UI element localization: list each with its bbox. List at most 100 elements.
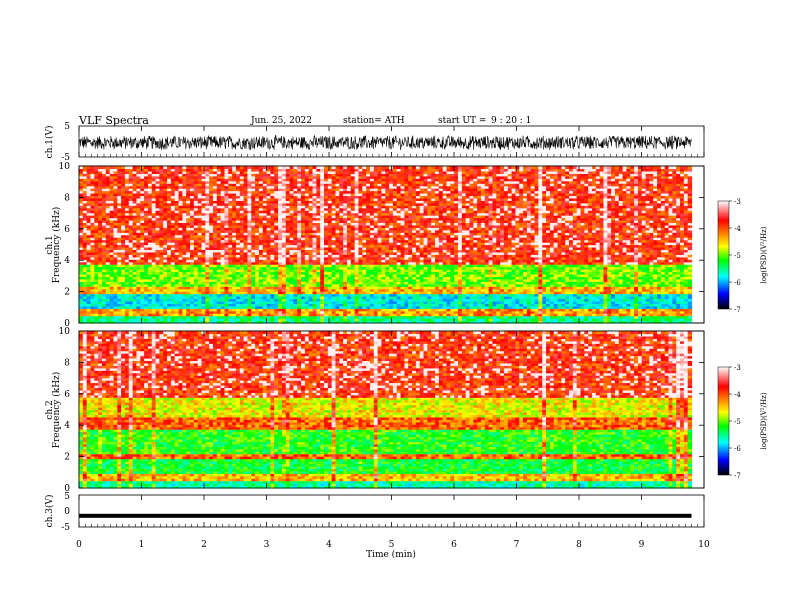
spectrogram-cell (266, 293, 272, 297)
spectrogram-cell (366, 293, 371, 297)
spectrogram-cell (358, 288, 363, 292)
spectrogram-cell (446, 310, 451, 314)
spectrogram-cell (492, 298, 497, 302)
spectrogram-cell (358, 313, 363, 317)
spectrogram-cell (396, 291, 402, 295)
spectrogram-cell (316, 298, 321, 302)
spectrogram-cell (228, 291, 233, 295)
spectrogram-cell (591, 298, 597, 302)
spectrogram-cell (381, 308, 386, 312)
spectrogram-cell (660, 320, 666, 324)
spectrogram-cell (546, 310, 551, 314)
spectrogram-cell (312, 288, 317, 292)
spectrogram-cell (492, 308, 497, 312)
spectrogram-cell (618, 286, 624, 290)
spectrogram-cell (247, 286, 252, 290)
spectrogram-cell (79, 315, 84, 319)
spectrogram-cell (396, 313, 402, 317)
spectrogram-cell (178, 283, 183, 287)
spectrogram-cell (190, 313, 195, 317)
spectrogram-cell (473, 318, 478, 322)
spectrogram-cell (634, 298, 639, 302)
spectrogram-cell (526, 293, 532, 297)
spectrogram-cell (622, 305, 628, 309)
spectrogram-cell (281, 310, 287, 314)
spectrogram-cell (320, 303, 325, 307)
spectrogram-cell (124, 286, 130, 290)
spectrogram-cell (431, 286, 436, 290)
spectrogram-cell (178, 315, 183, 319)
spectrogram-cell (649, 296, 654, 300)
spectrogram-cell (630, 291, 635, 295)
spectrogram-cell (683, 315, 689, 319)
spectrogram-cell (396, 310, 402, 314)
spectrogram-cell (465, 318, 471, 322)
spectrogram-cell (534, 320, 539, 324)
spectrogram-cell (488, 305, 494, 309)
spectrogram-cell (247, 291, 252, 295)
spectrogram-cell (546, 298, 551, 302)
spectrogram-cell (243, 320, 249, 324)
spectrogram-cell (549, 293, 555, 297)
spectrogram-cell (553, 315, 559, 319)
spectrogram-cell (301, 313, 306, 317)
spectrogram-cell (557, 320, 562, 324)
spectrogram-cell (618, 305, 624, 309)
spectrogram-cell (239, 320, 245, 324)
spectrogram-cell (523, 293, 528, 297)
spectrogram-cell (408, 291, 413, 295)
spectrogram-cell (289, 296, 294, 300)
spectrogram-cell (335, 310, 340, 314)
spectrogram-cell (205, 288, 210, 292)
spectrogram-cell (469, 300, 474, 304)
spectrogram-cell (289, 286, 294, 290)
spectrogram-cell (151, 291, 157, 295)
spectrogram-cell (109, 303, 115, 307)
spectrogram-cell (649, 310, 654, 314)
spectrogram-cell (86, 318, 92, 322)
spectrogram-cell (438, 315, 444, 319)
spectrogram-cell (136, 310, 141, 314)
spectrogram-cell (676, 310, 681, 314)
spectrogram-cell (293, 283, 298, 287)
spectrogram-cell (174, 310, 180, 314)
spectrogram-cell (274, 303, 279, 307)
spectrogram-cell (392, 315, 398, 319)
spectrogram-cell (243, 283, 249, 287)
spectrogram-cell (324, 313, 329, 317)
spectrogram-cell (343, 296, 348, 300)
spectrogram-cell (124, 288, 130, 292)
spectrogram-cell (274, 318, 279, 322)
spectrogram-cell (469, 308, 474, 312)
spectrogram-cell (186, 303, 191, 307)
spectrogram-cell (266, 300, 272, 304)
spectrogram-cell (251, 293, 256, 297)
spectrogram-cell (630, 315, 635, 319)
spectrogram-cell (258, 300, 264, 304)
spectrogram-cell (450, 288, 455, 292)
spectrogram-cell (339, 305, 344, 309)
ch1-ytick-5: 5 (64, 122, 70, 132)
spectrogram-cell (212, 303, 218, 307)
spectrogram-cell (400, 293, 405, 297)
spectrogram-cell (212, 308, 218, 312)
spectrogram-cell (396, 298, 402, 302)
spectrogram-cell (90, 293, 95, 297)
spectrogram-cell (98, 303, 103, 307)
spectrogram-cell (82, 296, 88, 300)
spectrogram-cell (385, 303, 390, 307)
spectrogram-cell (128, 320, 134, 324)
spectrogram-cell (641, 286, 647, 290)
spectrogram-cell (79, 300, 84, 304)
spectrogram-cell (557, 313, 562, 317)
spectrogram-cell (423, 296, 428, 300)
spectrogram-cell (588, 315, 593, 319)
spectrogram-cell (645, 286, 650, 290)
spectrogram-cell (205, 320, 210, 324)
spectrogram-cell (90, 298, 95, 302)
spectrogram-cell (201, 298, 206, 302)
spectrogram-cell (408, 288, 413, 292)
spectrogram-cell (147, 286, 153, 290)
spectrogram-cell (595, 318, 601, 322)
spectrogram-cell (251, 313, 256, 317)
